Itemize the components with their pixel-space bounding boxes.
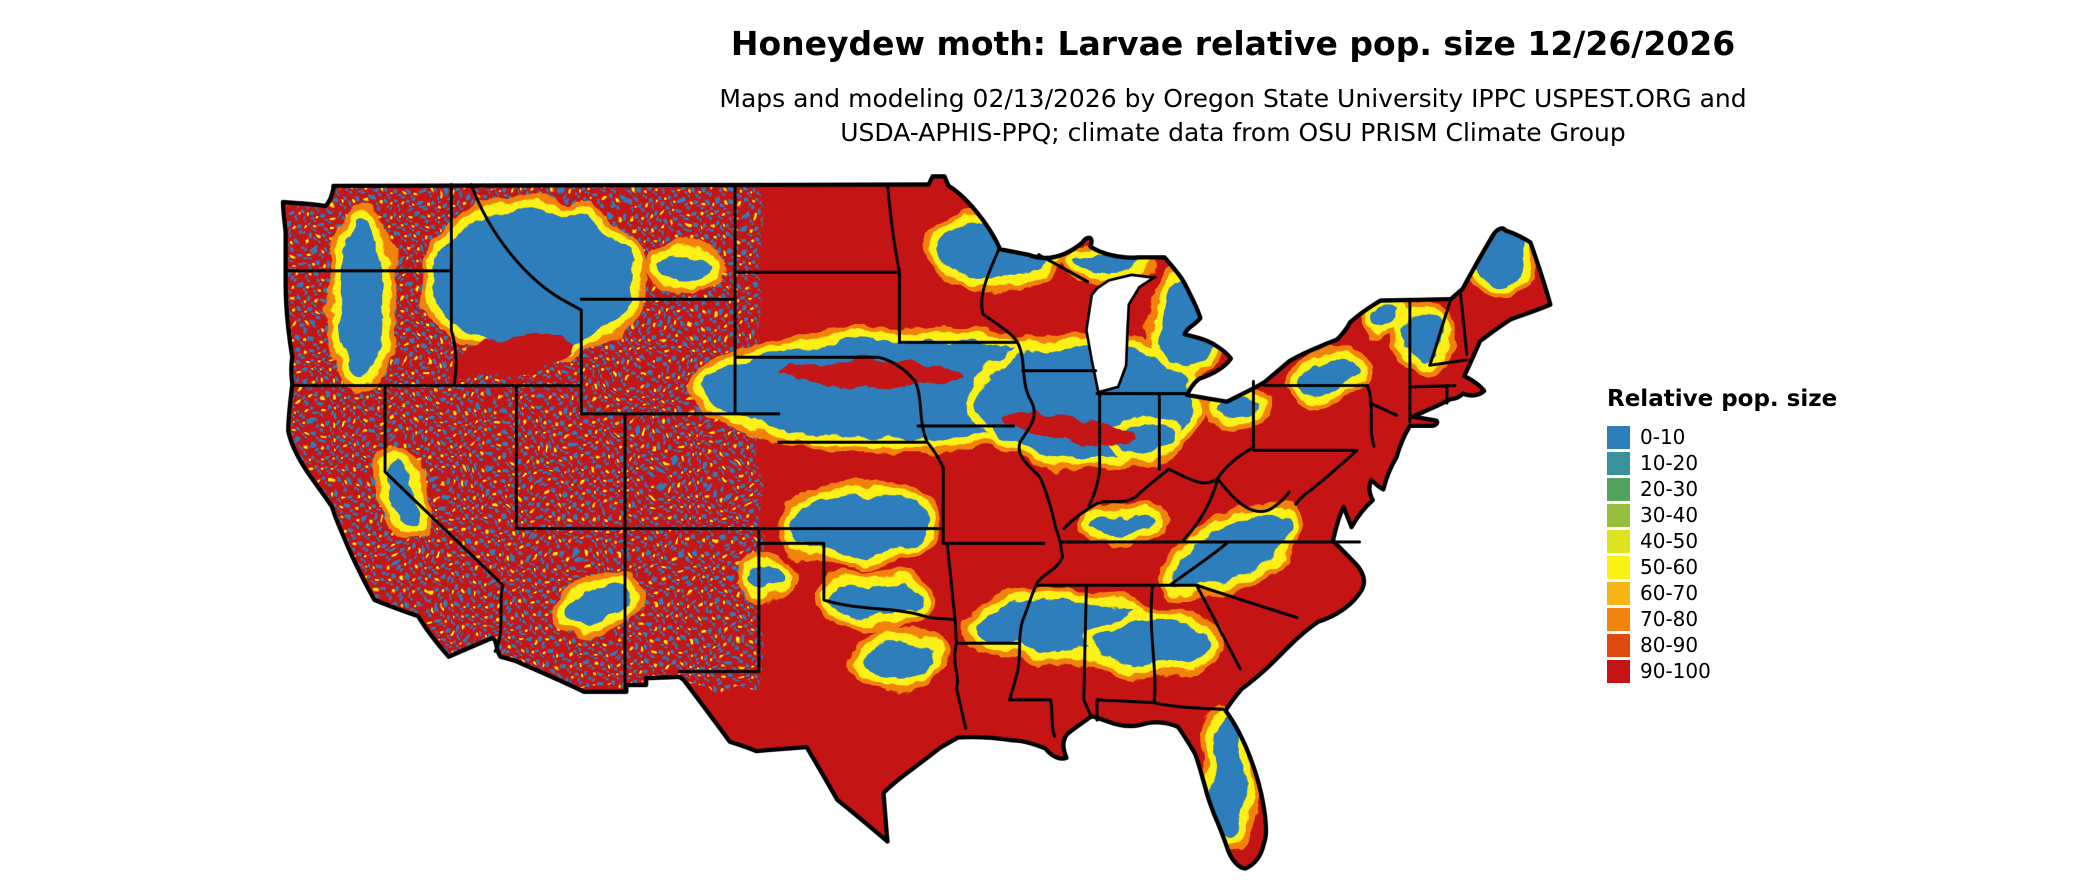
legend-label: 20-30 xyxy=(1640,476,1699,501)
legend-item: 90-100 xyxy=(1607,658,1837,684)
legend-item: 10-20 xyxy=(1607,450,1837,476)
us-map-svg xyxy=(280,174,1553,871)
legend-label: 50-60 xyxy=(1640,554,1699,579)
page-title: Honeydew moth: Larvae relative pop. size… xyxy=(730,24,1736,63)
legend-swatch xyxy=(1607,659,1630,683)
legend-swatch xyxy=(1607,477,1630,501)
legend-item: 0-10 xyxy=(1607,424,1837,450)
legend-item: 60-70 xyxy=(1607,580,1837,606)
us-outline xyxy=(280,174,1553,871)
legend-label: 80-90 xyxy=(1640,632,1699,657)
plains-red-streak xyxy=(778,361,965,386)
legend-label: 70-80 xyxy=(1640,606,1699,631)
legend-label: 40-50 xyxy=(1640,528,1699,553)
legend-title: Relative pop. size xyxy=(1607,386,1838,412)
legend-swatch xyxy=(1607,633,1630,657)
subtitle-line-2: USDA-APHIS-PPQ; climate data from OSU PR… xyxy=(840,118,1626,147)
state-borders xyxy=(284,183,1469,738)
snake-plain-red xyxy=(448,334,574,381)
legend-swatch xyxy=(1607,581,1630,605)
legend: Relative pop. size 0-10 10-20 20-30 30-4… xyxy=(1607,386,1837,684)
legend-swatch xyxy=(1607,425,1630,449)
subtitle-line-1: Maps and modeling 02/13/2026 by Oregon S… xyxy=(719,84,1747,113)
legend-label: 0-10 xyxy=(1640,424,1686,449)
legend-swatch xyxy=(1607,607,1630,631)
midwest-red-streak xyxy=(1005,410,1136,445)
legend-item: 70-80 xyxy=(1607,606,1837,632)
lake-michigan xyxy=(1085,273,1158,394)
legend-label: 60-70 xyxy=(1640,580,1699,605)
legend-label: 30-40 xyxy=(1640,502,1699,527)
legend-swatch xyxy=(1607,529,1630,553)
map-subtitle: Maps and modeling 02/13/2026 by Oregon S… xyxy=(719,82,1746,150)
legend-swatch xyxy=(1607,503,1630,527)
legend-item: 50-60 xyxy=(1607,554,1837,580)
legend-item: 80-90 xyxy=(1607,632,1837,658)
legend-swatch xyxy=(1607,451,1630,475)
legend-item: 30-40 xyxy=(1607,502,1837,528)
us-map xyxy=(275,171,1561,886)
legend-item: 20-30 xyxy=(1607,476,1837,502)
legend-item: 40-50 xyxy=(1607,528,1837,554)
legend-label: 90-100 xyxy=(1640,658,1711,683)
legend-swatch xyxy=(1607,555,1630,579)
legend-label: 10-20 xyxy=(1640,450,1699,475)
